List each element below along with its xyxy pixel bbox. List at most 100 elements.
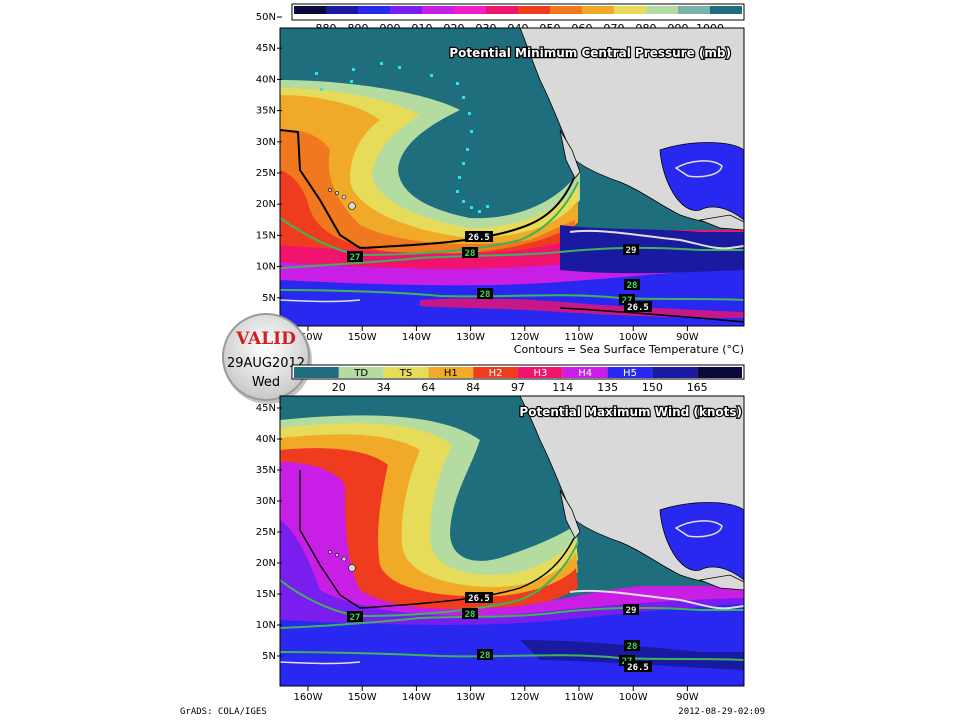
top-tropical-band-navy — [560, 225, 744, 274]
top-contour-gulf — [674, 160, 723, 178]
top-land-cuba — [698, 214, 744, 231]
bottom-contour-label: 26.5 — [627, 663, 649, 673]
bottom-colorbar-value: 34 — [377, 381, 391, 394]
cyan-dot — [462, 162, 465, 165]
bottom-contour-label-box — [624, 640, 640, 651]
bottom-colorbar-swatch — [607, 367, 653, 378]
bottom-lat-label: 25N — [256, 527, 276, 538]
top-lon-label: 110W — [565, 332, 594, 343]
top-lat-label: 50N — [256, 12, 276, 23]
top-colorbar-swatch — [678, 6, 710, 14]
top-colorbar-swatch — [486, 6, 518, 14]
bottom-colorbar-category: TS — [399, 368, 412, 379]
bottom-lat-label: 45N — [256, 403, 276, 414]
top-tropical-band-southpink — [420, 298, 744, 318]
bottom-lon-label: 130W — [456, 692, 485, 703]
top-lat-label: 20N — [256, 199, 276, 210]
top-lat-label: 35N — [256, 106, 276, 117]
valid-label: VALID — [235, 329, 296, 349]
bottom-lat-label: 40N — [256, 434, 276, 445]
bottom-contour-label-box — [477, 649, 493, 660]
bottom-panel-title: Potential Maximum Wind (knots) — [519, 405, 742, 419]
top-lat-label: 10N — [256, 262, 276, 273]
top-warm-plume-darkorange — [280, 129, 575, 262]
bottom-lat-label: 35N — [256, 465, 276, 476]
bottom-colorbar-swatch — [294, 367, 339, 378]
bottom-contour-label-box — [465, 592, 493, 603]
top-contour-label-box — [347, 251, 363, 262]
cyan-dot — [315, 72, 318, 75]
top-contour-label: 26.5 — [468, 233, 490, 243]
bottom-colorbar-category: H4 — [578, 368, 592, 379]
top-colorbar-swatch — [614, 6, 646, 14]
bottom-contour-label: 28 — [627, 642, 638, 652]
bottom-map-panel — [280, 396, 744, 686]
top-panel-title: Potential Minimum Central Pressure (mb) — [449, 46, 731, 60]
bottom-lon-label: 140W — [402, 692, 431, 703]
top-colorbar-swatch — [710, 6, 742, 14]
bottom-colorbar-swatch — [338, 367, 384, 378]
cyan-dot — [470, 130, 473, 133]
top-lat-label: 30N — [256, 137, 276, 148]
bottom-colorbar-value: 135 — [597, 381, 618, 394]
bottom-colorbar-swatch — [562, 367, 608, 378]
top-lon-label: 100W — [619, 332, 648, 343]
top-contour-label: 27 — [350, 253, 361, 263]
bottom-contour-gulf — [674, 520, 723, 538]
bottom-contour-label: 26.5 — [468, 594, 490, 604]
cyan-dot — [456, 190, 459, 193]
valid-day: Wed — [252, 375, 280, 390]
bottom-colorbar-swatch — [518, 367, 563, 378]
bottom-colorbar-value: 114 — [552, 381, 573, 394]
cyan-dot — [320, 88, 323, 91]
cyan-dot — [466, 148, 469, 151]
bottom-lon-label: 160W — [294, 692, 323, 703]
top-contour-label: 26.5 — [627, 303, 649, 313]
top-contour-label-box — [477, 288, 493, 299]
top-lon-label: 130W — [456, 332, 485, 343]
bottom-land-baja — [559, 489, 581, 539]
bottom-colorbar: TD TS H1 H2 H3 H4 H5 20 34 64 84 97 114 135 150 165 — [291, 364, 745, 394]
top-colorbar-swatch — [518, 6, 550, 14]
bottom-colorbar-value: 165 — [687, 381, 708, 394]
bottom-colorbar-value: 84 — [466, 381, 480, 394]
bottom-lon-label: 110W — [565, 692, 594, 703]
contour-caption: Contours = Sea Surface Temperature (°C) — [514, 343, 744, 356]
bottom-colorbar-category: H2 — [489, 368, 503, 379]
bottom-colorbar-swatch — [652, 367, 698, 378]
top-colorbar-swatch — [646, 6, 678, 14]
bottom-lat-labels: 45N 40N 35N 30N 25N 20N 15N 10N 5N — [256, 403, 282, 662]
top-colorbar-swatch — [390, 6, 422, 14]
top-lon-labels: 160W 150W 140W 130W 120W 110W 100W 90W — [294, 326, 699, 343]
bottom-lat-label: 30N — [256, 496, 276, 507]
top-lat-label: 15N — [256, 230, 276, 241]
bottom-hawaii-islands — [328, 550, 356, 572]
bottom-lon-labels: 160W 150W 140W 130W 120W 110W 100W 90W — [294, 686, 699, 703]
bottom-contour-label-box — [347, 611, 363, 622]
cyan-dot — [468, 112, 471, 115]
top-contour-label: 29 — [626, 246, 637, 256]
top-land-baja — [559, 129, 581, 179]
cyan-dot — [470, 206, 473, 209]
top-hawaii-islands — [328, 188, 356, 210]
cyan-dot — [398, 66, 401, 69]
bottom-contour-label: 29 — [626, 606, 637, 616]
top-colorbar-swatch — [358, 6, 390, 14]
bottom-contour-label-box — [462, 608, 478, 619]
bottom-contour-label: 27 — [350, 613, 361, 623]
top-colorbar-swatch — [454, 6, 486, 14]
top-lat-label: 25N — [256, 168, 276, 179]
cyan-dot — [430, 74, 433, 77]
top-contour-label: 28 — [627, 281, 638, 291]
bottom-lat-label: 15N — [256, 589, 276, 600]
bottom-colorbar-swatch — [473, 367, 518, 378]
top-contour-labels: 26.5272829282726.528 — [347, 231, 652, 313]
bottom-lon-label: 150W — [348, 692, 377, 703]
top-warm-plume-orange — [280, 95, 578, 256]
top-contour-label-box — [619, 294, 635, 305]
bottom-colorbar-category: H5 — [623, 368, 637, 379]
top-map-panel — [280, 28, 744, 326]
top-contour-label-box — [465, 231, 493, 242]
top-colorbar-swatch — [582, 6, 614, 14]
